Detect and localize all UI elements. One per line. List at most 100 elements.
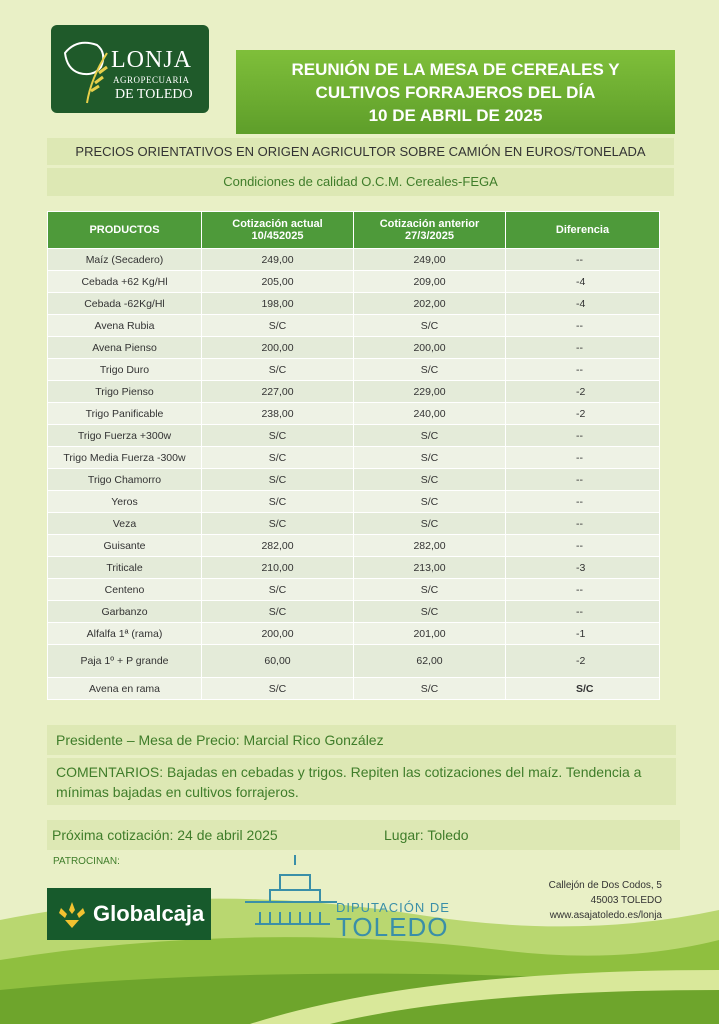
table-row: Triticale 210,00 213,00 -3 [47, 556, 660, 579]
table-cell: -- [505, 446, 660, 469]
column-header-line: 27/3/2025 [405, 230, 454, 242]
column-header: PRODUCTOS [47, 211, 202, 249]
logo-line: LONJA [111, 47, 192, 73]
address-line: www.asajatoledo.es/lonja [549, 910, 662, 921]
table-cell: Triticale [47, 556, 202, 579]
address-line: Callejón de Dos Codos, 5 [548, 880, 662, 891]
table-cell: 240,00 [353, 402, 506, 425]
table-cell: S/C [201, 424, 354, 447]
table-cell: -2 [505, 380, 660, 403]
title-line: 10 DE ABRIL DE 2025 [368, 105, 543, 125]
table-cell: S/C [201, 578, 354, 601]
title-line: REUNIÓN DE LA MESA DE CEREALES Y [291, 59, 620, 79]
table-row: Trigo Panificable 238,00 240,00 -2 [47, 402, 660, 425]
table-cell: 201,00 [353, 622, 506, 645]
table-cell: -2 [505, 644, 660, 678]
table-cell: Guisante [47, 534, 202, 557]
table-cell: 238,00 [201, 402, 354, 425]
table-cell: S/C [353, 314, 506, 337]
table-cell: -- [505, 490, 660, 513]
header-row: PRODUCTOS Cotización actual 10/452025 Cotiz… [47, 211, 660, 249]
president: Presidente – Mesa de Precio: Marcial Ric… [47, 725, 676, 755]
logo-icon [63, 41, 108, 104]
next-quote-bar: Próxima cotización: 24 de abril 2025 Lug… [47, 820, 680, 850]
sponsor-logo: Globalcaja [47, 888, 211, 940]
table-cell: Alfalfa 1ª (rama) [47, 622, 202, 645]
table-row: Cebada -62Kg/Hl 198,00 202,00 -4 [47, 292, 660, 315]
table-cell: -- [505, 336, 660, 359]
sponsor-icon [59, 902, 85, 928]
table-row: Maíz (Secadero) 249,00 249,00 -- [47, 248, 660, 271]
table-row: Avena Pienso 200,00 200,00 -- [47, 336, 660, 359]
table-cell: Cebada +62 Kg/Hl [47, 270, 202, 293]
table-cell: S/C [201, 600, 354, 623]
table-cell: S/C [201, 358, 354, 381]
table-cell: Paja 1º + P grande [47, 644, 202, 678]
diputacion-line: DIPUTACIÓN DE [336, 900, 450, 915]
table-cell: -- [505, 314, 660, 337]
diputacion-line: TOLEDO [336, 912, 449, 942]
table-cell: 60,00 [201, 644, 354, 678]
table-cell: 62,00 [353, 644, 506, 678]
table-cell: 249,00 [353, 248, 506, 271]
table-cell: 200,00 [201, 622, 354, 645]
logo-line: DE TOLEDO [115, 87, 193, 102]
table-cell: S/C [353, 358, 506, 381]
address-line: 45003 TOLEDO [590, 895, 662, 906]
table-row: Avena en rama S/C S/C S/C [47, 677, 660, 700]
title-line: CULTIVOS FORRAJEROS DEL DÍA [315, 82, 596, 102]
next-quote: Próxima cotización: 24 de abril 2025 [52, 827, 278, 843]
table-cell: 213,00 [353, 556, 506, 579]
table-cell: 282,00 [201, 534, 354, 557]
column-header: Cotización anterior 27/3/2025 [353, 211, 506, 249]
table-cell: 249,00 [201, 248, 354, 271]
table-cell: S/C [201, 314, 354, 337]
table-cell: 209,00 [353, 270, 506, 293]
table-cell: -- [505, 248, 660, 271]
table-cell: Trigo Media Fuerza -300w [47, 446, 202, 469]
table-cell: 229,00 [353, 380, 506, 403]
table-cell: Maíz (Secadero) [47, 248, 202, 271]
table-row: Trigo Media Fuerza -300w S/C S/C -- [47, 446, 660, 469]
column-header: Cotización actual 10/452025 [201, 211, 354, 249]
table-cell: 202,00 [353, 292, 506, 315]
table-cell: -- [505, 358, 660, 381]
table-row: Garbanzo S/C S/C -- [47, 600, 660, 623]
table-cell: S/C [505, 677, 660, 700]
place: Lugar: Toledo [384, 827, 469, 843]
table-cell: -3 [505, 556, 660, 579]
table-cell: -- [505, 468, 660, 491]
table-cell: Trigo Duro [47, 358, 202, 381]
table-cell: Yeros [47, 490, 202, 513]
table-cell: 205,00 [201, 270, 354, 293]
table-cell: -- [505, 534, 660, 557]
column-header-line: Diferencia [555, 224, 610, 236]
table-row: Trigo Fuerza +300w S/C S/C -- [47, 424, 660, 447]
table-row: Trigo Chamorro S/C S/C -- [47, 468, 660, 491]
conditions: Condiciones de calidad O.C.M. Cereales-F… [47, 168, 674, 196]
table-cell: S/C [353, 424, 506, 447]
table-cell: -4 [505, 292, 660, 315]
table-cell: -4 [505, 270, 660, 293]
table-cell: S/C [353, 512, 506, 535]
column-header-line: Cotización anterior [379, 218, 480, 230]
table-cell: Trigo Chamorro [47, 468, 202, 491]
table-cell: 200,00 [201, 336, 354, 359]
table-row: Cebada +62 Kg/Hl 205,00 209,00 -4 [47, 270, 660, 293]
table-cell: -- [505, 600, 660, 623]
table-cell: Garbanzo [47, 600, 202, 623]
table-row: Trigo Pienso 227,00 229,00 -2 [47, 380, 660, 403]
table-row: Trigo Duro S/C S/C -- [47, 358, 660, 381]
table-cell: Avena en rama [47, 677, 202, 700]
price-table: PRODUCTOS Cotización actual 10/452025 Cotiz… [47, 211, 660, 700]
table-cell: S/C [201, 490, 354, 513]
table-cell: S/C [201, 468, 354, 491]
title-box: REUNIÓN DE LA MESA DE CEREALES Y CULTIVO… [236, 50, 675, 134]
table-cell: S/C [353, 600, 506, 623]
table-row: Guisante 282,00 282,00 -- [47, 534, 660, 557]
table-row: Avena Rubia S/C S/C -- [47, 314, 660, 337]
table-cell: 210,00 [201, 556, 354, 579]
table-cell: S/C [353, 446, 506, 469]
subtitle: PRECIOS ORIENTATIVOS EN ORIGEN AGRICULTO… [47, 138, 674, 165]
table-cell: Centeno [47, 578, 202, 601]
